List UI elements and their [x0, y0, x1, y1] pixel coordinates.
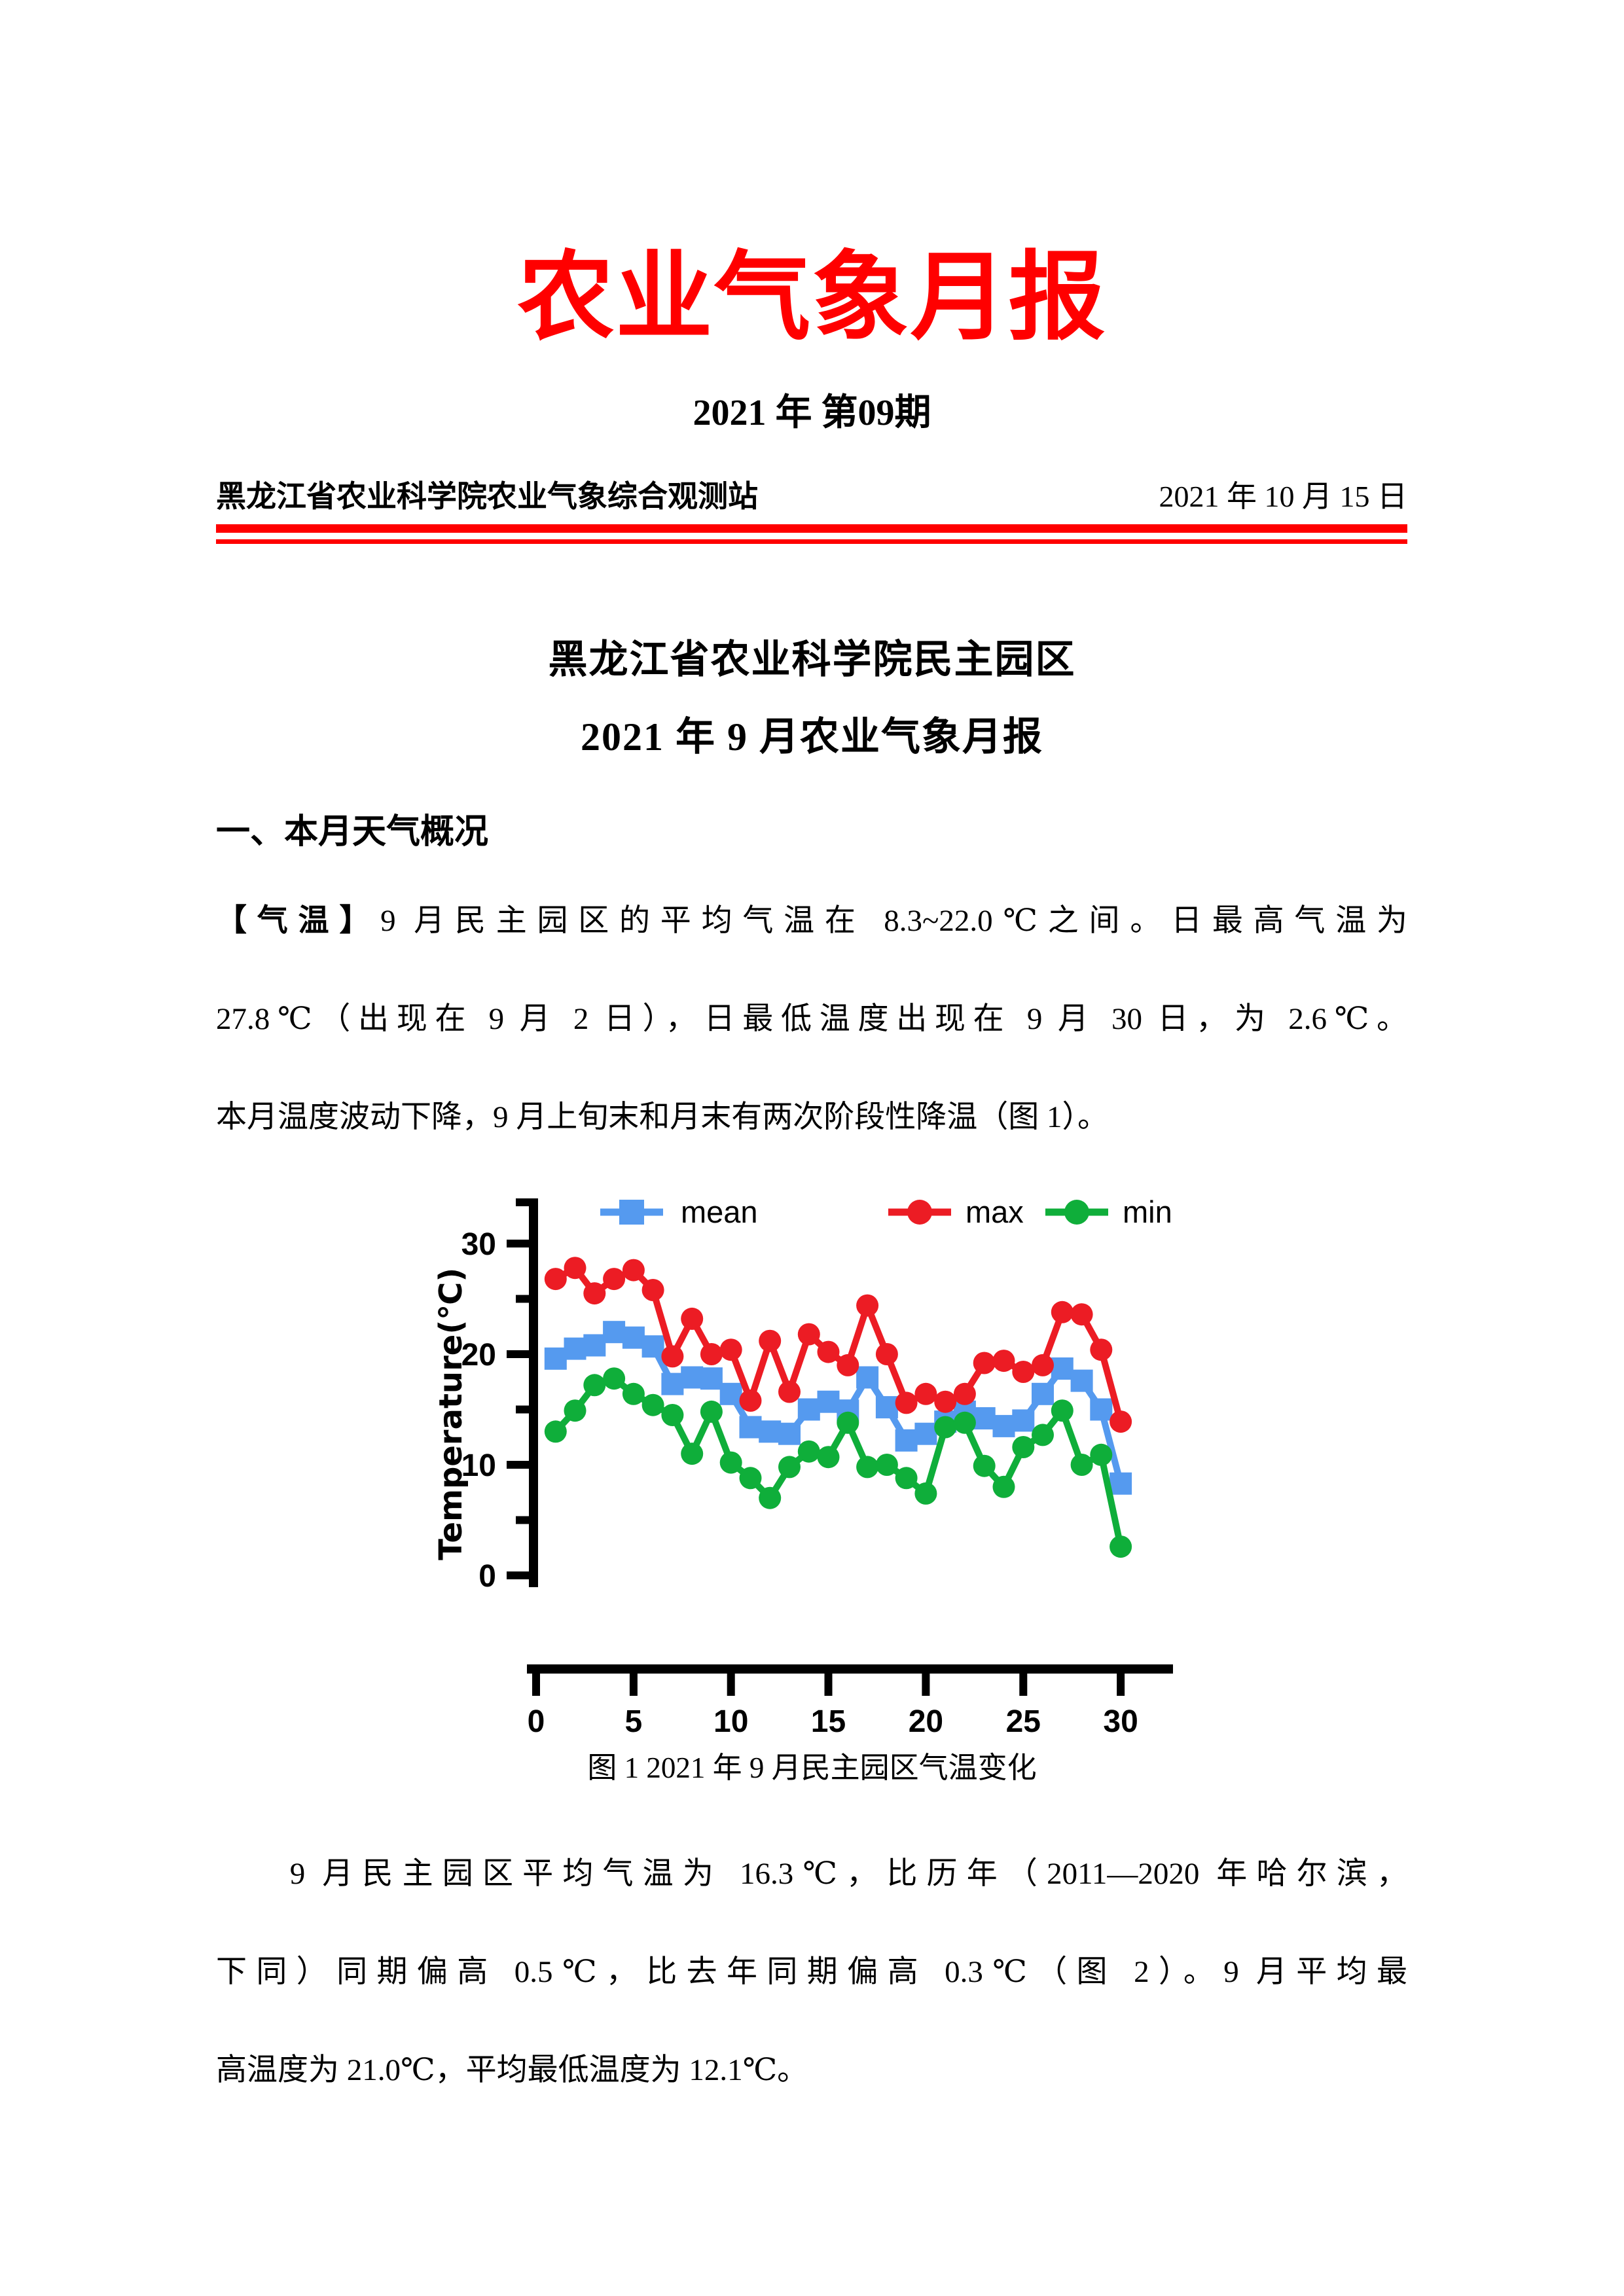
temperature-chart: 0 10 20 30 0 5 10 15 20 25 30 Temperature(℃) mean max… [363, 1168, 1208, 1744]
para1-line1: 【气温】9 月民主园区的平均气温在 8.3~22.0℃之间。日最高气温为 [216, 872, 1407, 970]
svg-text:20: 20 [461, 1338, 496, 1372]
svg-text:mean: mean [681, 1194, 758, 1229]
para2-line2: 下同）同期偏高 0.5℃，比去年同期偏高 0.3℃（图 2）。9 月平均最 [216, 1955, 1407, 1989]
section1-title: 一、本月天气概况 [216, 814, 489, 851]
svg-text:30: 30 [1103, 1704, 1138, 1739]
masthead-rule-thin [216, 539, 1407, 544]
para1-line3: 本月温度波动下降，9 月上旬末和月末有两次阶段性降温（图 1）。 [216, 1100, 1108, 1134]
masthead-rule-thick [216, 524, 1407, 533]
issue-date: 2021 年 10 月 15 日 [1159, 480, 1408, 513]
svg-text:25: 25 [1006, 1704, 1041, 1739]
report-heading-line2: 2021 年 9 月农业气象月报 [581, 715, 1043, 759]
svg-text:min: min [1123, 1194, 1172, 1229]
report-heading-line1: 黑龙江省农业科学院民主园区 [548, 638, 1076, 681]
svg-text:30: 30 [461, 1227, 496, 1262]
para2-line1: 9 月民主园区平均气温为 16.3℃，比历年（2011—2020 年哈尔滨， [289, 1857, 1407, 1891]
svg-text:0: 0 [478, 1559, 496, 1594]
figure1-caption: 图 1 2021 年 9 月民主园区气温变化 [587, 1751, 1037, 1784]
svg-text:10: 10 [713, 1704, 748, 1739]
para1-label: 【气温】 [216, 904, 381, 938]
station-name: 黑龙江省农业科学院农业气象综合观测站 [216, 480, 758, 513]
para2-line3: 高温度为 21.0℃，平均最低温度为 12.1℃。 [216, 2053, 808, 2087]
masthead-info-row: 黑龙江省农业科学院农业气象综合观测站 2021 年 10 月 15 日 [216, 476, 1407, 517]
para1-line2: 27.8℃（出现在 9 月 2 日），日最低温度出现在 9 月 30 日，为 2… [216, 1002, 1407, 1036]
svg-text:Temperature(℃): Temperature(℃) [433, 1268, 469, 1560]
issue-number: 2021 年 第09期 [693, 393, 931, 433]
svg-text:max: max [965, 1194, 1024, 1229]
paragraph-summary: 9 月民主园区平均气温为 16.3℃，比历年（2011—2020 年哈尔滨， 下… [216, 1825, 1407, 2119]
svg-text:0: 0 [528, 1704, 545, 1739]
svg-text:5: 5 [625, 1704, 643, 1739]
para1-line1-text: 9 月民主园区的平均气温在 8.3~22.0℃之间。日最高气温为 [380, 904, 1407, 938]
svg-text:10: 10 [461, 1448, 496, 1483]
temperature-chart-svg: 0 10 20 30 0 5 10 15 20 25 30 Temperature(℃) mean max… [433, 1194, 1173, 1739]
paragraph-temperature: 【气温】9 月民主园区的平均气温在 8.3~22.0℃之间。日最高气温为 27.… [216, 872, 1407, 1166]
svg-text:20: 20 [909, 1704, 943, 1739]
masthead-title: 农业气象月报 [517, 245, 1107, 352]
svg-text:15: 15 [811, 1704, 846, 1739]
